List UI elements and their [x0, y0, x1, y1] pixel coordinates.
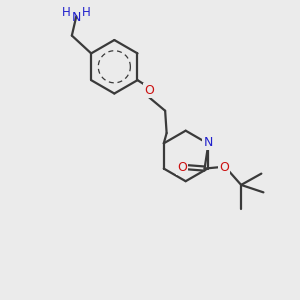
Text: O: O [177, 160, 187, 174]
Text: H: H [82, 6, 91, 19]
Text: O: O [144, 84, 154, 97]
Text: N: N [72, 11, 81, 24]
Text: O: O [219, 160, 229, 174]
Text: N: N [203, 136, 213, 149]
Text: H: H [61, 6, 70, 19]
